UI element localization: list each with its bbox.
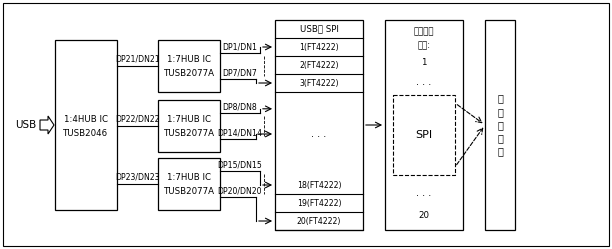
Bar (485, 20, 515, 230)
Text: DP14/DN14: DP14/DN14 (217, 128, 263, 137)
Text: TUSB2046: TUSB2046 (64, 128, 108, 137)
Text: 18(FT4222): 18(FT4222) (297, 181, 341, 189)
Text: DP23/DN23: DP23/DN23 (115, 173, 160, 182)
Text: . . .: . . . (416, 77, 431, 87)
Text: DP15/DN15: DP15/DN15 (218, 161, 263, 170)
Text: 20: 20 (419, 210, 430, 220)
Text: DP7/DN7: DP7/DN7 (223, 68, 258, 77)
Text: TUSB2077A: TUSB2077A (163, 68, 214, 77)
Text: SPI: SPI (416, 130, 433, 140)
Text: 1:7HUB IC: 1:7HUB IC (167, 55, 211, 63)
Bar (385, 20, 463, 230)
Polygon shape (40, 116, 54, 134)
Bar (275, 20, 363, 230)
Text: DP1/DN1: DP1/DN1 (223, 43, 258, 52)
Bar (158, 40, 220, 92)
Text: 1:7HUB IC: 1:7HUB IC (167, 115, 211, 124)
Text: 1:4HUB IC: 1:4HUB IC (64, 115, 108, 124)
Text: 1(FT4222): 1(FT4222) (299, 43, 339, 52)
Bar (55, 40, 117, 210)
Text: 20(FT4222): 20(FT4222) (297, 216, 341, 226)
Text: . . .: . . . (312, 129, 327, 139)
Text: DP8/DN8: DP8/DN8 (223, 103, 258, 112)
Text: . . .: . . . (416, 188, 431, 198)
Bar (158, 100, 220, 152)
Text: 高
密
连
接
器: 高 密 连 接 器 (497, 94, 503, 156)
Bar (393, 95, 455, 175)
Text: TUSB2077A: TUSB2077A (163, 187, 214, 195)
Text: 2(FT4222): 2(FT4222) (299, 61, 339, 69)
Text: 19(FT4222): 19(FT4222) (297, 198, 341, 207)
Text: DP21/DN21: DP21/DN21 (115, 55, 160, 63)
Text: DP20/DN20: DP20/DN20 (218, 187, 263, 195)
Text: 电平转换: 电平转换 (414, 27, 435, 37)
Text: TUSB2077A: TUSB2077A (163, 128, 214, 137)
Text: 1:7HUB IC: 1:7HUB IC (167, 173, 211, 182)
Text: 芒片:: 芒片: (417, 42, 431, 51)
Text: USB转 SPI: USB转 SPI (299, 24, 338, 34)
Bar (158, 158, 220, 210)
Text: 1: 1 (421, 58, 427, 66)
Text: USB: USB (15, 120, 37, 130)
Text: 3(FT4222): 3(FT4222) (299, 78, 339, 87)
Text: DP22/DN22: DP22/DN22 (115, 115, 160, 124)
